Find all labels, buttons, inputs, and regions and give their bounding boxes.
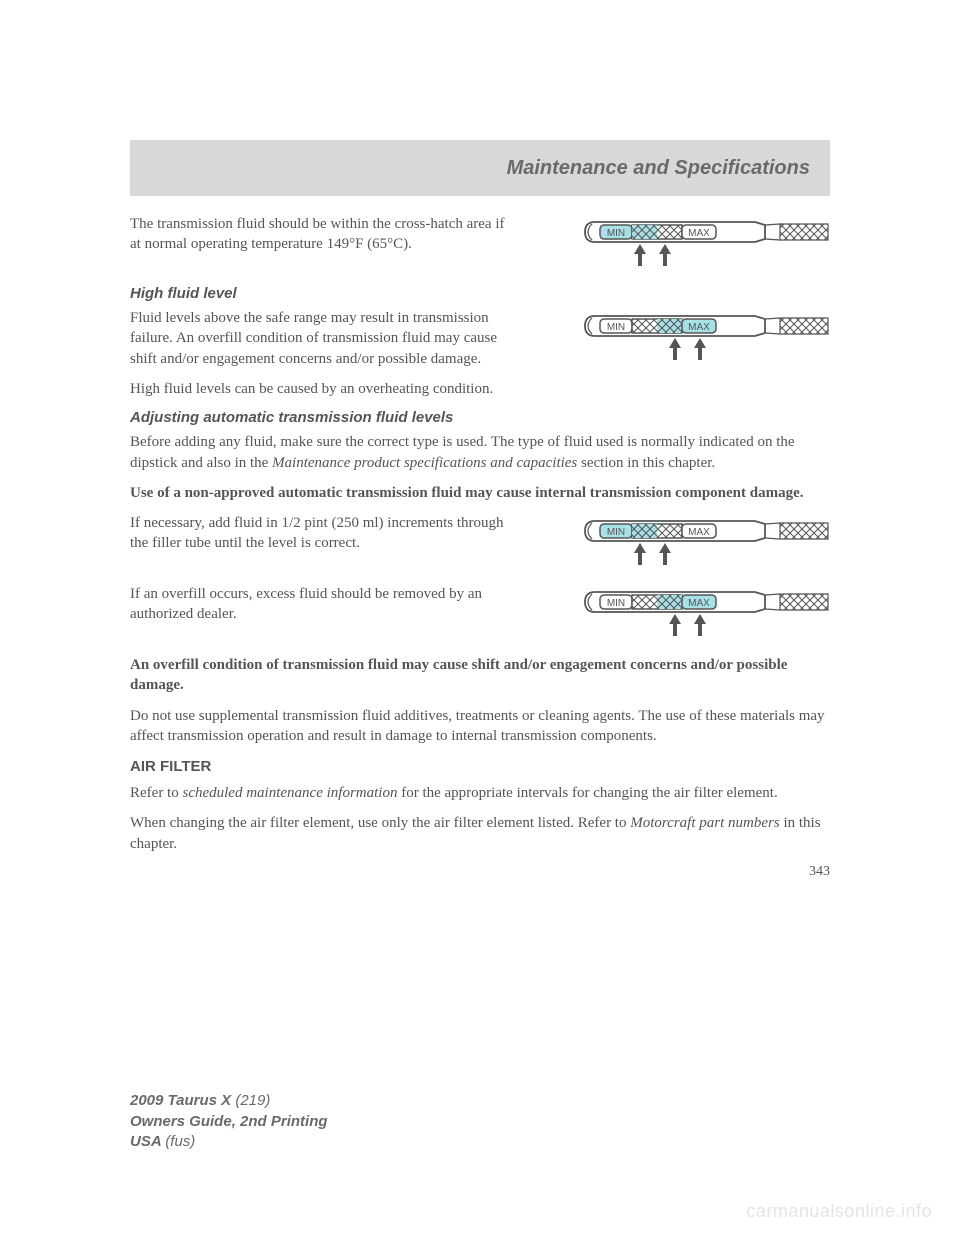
section-title: Maintenance and Specifications: [507, 157, 810, 180]
footer: 2009 Taurus X (219) Owners Guide, 2nd Pr…: [130, 1091, 328, 1152]
svg-text:MIN: MIN: [607, 598, 625, 609]
heading-air-filter: AIR FILTER: [130, 758, 830, 775]
svg-text:MAX: MAX: [688, 228, 710, 239]
para-non-approved: Use of a non-approved automatic transmis…: [130, 483, 830, 503]
para-overfill-warn: An overfill condition of transmission fl…: [130, 655, 830, 696]
svg-text:MIN: MIN: [607, 527, 625, 538]
page-number: 343: [130, 864, 830, 880]
svg-text:MAX: MAX: [688, 527, 710, 538]
watermark: carmanualsonline.info: [746, 1201, 932, 1222]
svg-text:MIN: MIN: [607, 228, 625, 239]
para-before-adding: Before adding any fluid, make sure the c…: [130, 432, 830, 473]
dipstick-high-figure: MIN MAX: [530, 308, 830, 373]
section-header: Maintenance and Specifications: [130, 140, 830, 196]
dipstick-high-figure-2: MIN MAX: [530, 584, 830, 649]
para-air-filter-change: When changing the air filter element, us…: [130, 813, 830, 854]
subhead-adjusting: Adjusting automatic transmission fluid l…: [130, 409, 830, 426]
para-additives: Do not use supplemental transmission flu…: [130, 706, 830, 747]
subhead-high-fluid: High fluid level: [130, 285, 830, 302]
dipstick-normal-figure-2: MIN MAX: [530, 513, 830, 578]
para-air-filter-ref: Refer to scheduled maintenance informati…: [130, 783, 830, 803]
para-overfill: If an overfill occurs, excess fluid shou…: [130, 584, 512, 625]
svg-text:MAX: MAX: [688, 322, 710, 333]
dipstick-normal-figure: MIN MAX: [530, 214, 830, 279]
svg-text:MAX: MAX: [688, 598, 710, 609]
svg-text:MIN: MIN: [607, 322, 625, 333]
para-overheat: High fluid levels can be caused by an ov…: [130, 379, 830, 399]
para-add-fluid: If necessary, add fluid in 1/2 pint (250…: [130, 513, 512, 554]
para-high-fluid: Fluid levels above the safe range may re…: [130, 308, 512, 369]
para-fluid-range: The transmission fluid should be within …: [130, 214, 512, 255]
